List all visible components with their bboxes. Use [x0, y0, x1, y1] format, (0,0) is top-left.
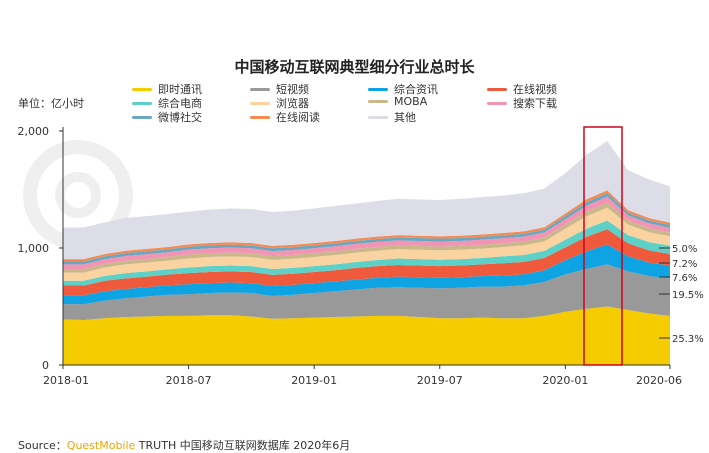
chart-title: 中国移动互联网典型细分行业总时长 [234, 58, 475, 76]
area-series-10 [63, 141, 670, 260]
legend-item: 浏览器 [250, 95, 309, 111]
area-series-9 [63, 190, 670, 262]
share-label: 19.5% [672, 290, 704, 301]
legend-label: 在线视频 [513, 83, 557, 96]
share-label: 25.3% [672, 334, 704, 345]
axes: 0 1,000 2,000 2018-01 2018-07 2019-01 2019-07 2… [18, 125, 683, 387]
y-tick-label: 2,000 [18, 125, 50, 138]
legend-label: 搜索下载 [513, 97, 557, 110]
unit-label: 单位：亿小时 [18, 97, 84, 110]
source-prefix: Source： [18, 439, 67, 452]
legend-swatch [132, 87, 152, 91]
legend-label: 微博社交 [158, 111, 202, 124]
share-label: 7.6% [672, 273, 697, 284]
legend-label: 在线阅读 [276, 111, 320, 124]
x-tick-label: 2018-07 [166, 374, 212, 387]
legend-item: MOBA [368, 95, 427, 108]
source-brand: QuestMobile [66, 439, 136, 452]
x-tick-label: 2020-01 [542, 374, 588, 387]
source-text: TRUTH 中国移动互联网数据库 2020年6月 [135, 439, 351, 452]
area-series-7 [63, 196, 670, 270]
legend-item: 综合资讯 [368, 81, 438, 97]
legend-label: MOBA [394, 95, 428, 108]
area-series-5 [63, 207, 670, 281]
x-tick-label: 2020-06 [636, 374, 682, 387]
share-labels: 5.0% 7.2% 7.6% 19.5% 25.3% [659, 244, 704, 345]
area-series-0 [63, 306, 670, 365]
legend-item: 在线阅读 [250, 109, 320, 125]
highlight-box [583, 126, 623, 366]
legend-swatch [368, 100, 388, 103]
legend-label: 即时通讯 [158, 83, 202, 96]
legend-label: 综合资讯 [394, 83, 438, 96]
legend-swatch [487, 101, 507, 105]
legend-swatch [250, 115, 270, 119]
legend-label: 短视频 [276, 83, 309, 96]
area-series-3 [63, 229, 670, 296]
legend-item: 微博社交 [132, 109, 202, 125]
legend-item: 在线视频 [487, 81, 557, 97]
legend-item: 搜索下载 [487, 95, 557, 111]
legend-item: 即时通讯 [132, 81, 202, 97]
share-label: 5.0% [672, 244, 697, 255]
x-tick-label: 2018-01 [43, 374, 89, 387]
stacked-areas [63, 141, 670, 365]
area-series-1 [63, 264, 670, 320]
legend-item: 其他 [368, 109, 416, 125]
area-series-4 [63, 220, 670, 286]
y-tick-label: 0 [42, 359, 49, 372]
legend-swatch [132, 115, 152, 119]
x-tick-label: 2019-01 [291, 374, 337, 387]
legend-swatch [368, 87, 388, 91]
legend-swatch [250, 87, 270, 91]
area-series-8 [63, 193, 670, 265]
legend-swatch [368, 115, 388, 119]
legend-label: 综合电商 [158, 97, 202, 110]
legend-label: 浏览器 [276, 97, 309, 110]
legend-swatch [132, 101, 152, 105]
legend-label: 其他 [394, 111, 416, 124]
area-series-2 [63, 244, 670, 305]
legend-swatch [487, 87, 507, 91]
y-tick-label: 1,000 [18, 242, 50, 255]
x-tick-label: 2019-07 [417, 374, 463, 387]
source-note: Source：QuestMobile TRUTH 中国移动互联网数据库 2020… [18, 437, 350, 453]
legend-item: 短视频 [250, 81, 309, 97]
share-label: 7.2% [672, 259, 697, 270]
legend-item: 综合电商 [132, 95, 202, 111]
area-series-6 [63, 202, 670, 273]
legend-swatch [250, 101, 270, 105]
